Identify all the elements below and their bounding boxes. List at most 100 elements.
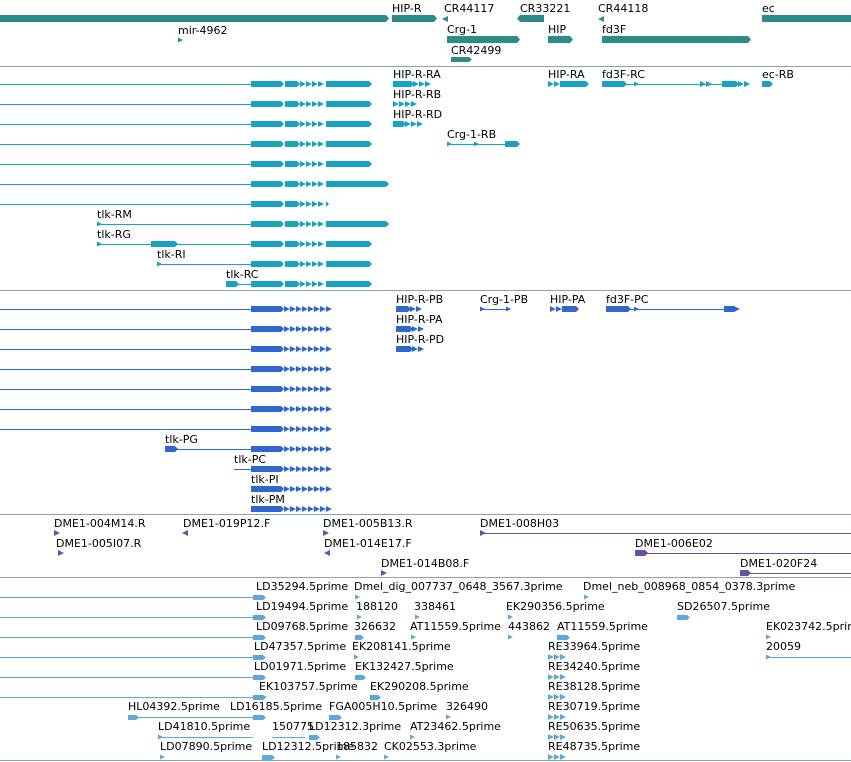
exon-block[interactable] <box>520 15 544 22</box>
exon-block[interactable] <box>447 36 517 43</box>
exon-block[interactable] <box>251 466 281 472</box>
est-track[interactable]: LD35294.5prime Dmel_dig_007737_0648_3567.… <box>0 580 851 760</box>
exon-block[interactable] <box>253 595 263 600</box>
exon-block[interactable] <box>251 241 281 247</box>
exon-block[interactable] <box>396 326 410 332</box>
exon-block[interactable] <box>251 181 281 187</box>
exon-block[interactable] <box>165 446 175 452</box>
cds-track[interactable]: tlk-PG tlk-PC tlk-PI tlk-PM HIP-R-PB HIP-R-PA… <box>0 293 740 512</box>
exon-block[interactable] <box>355 635 361 640</box>
exon-block[interactable] <box>355 675 363 680</box>
exon-block[interactable] <box>396 306 408 312</box>
exon-block[interactable] <box>128 715 136 720</box>
exon-block[interactable] <box>326 281 369 287</box>
exon-block[interactable] <box>393 81 411 87</box>
strand-arrow <box>308 346 314 352</box>
exon-block[interactable] <box>557 635 567 640</box>
strand-arrow <box>326 201 329 207</box>
exon-block[interactable] <box>251 386 281 392</box>
exon-block[interactable] <box>285 141 297 147</box>
exon-block[interactable] <box>251 161 281 167</box>
strand-arrow <box>339 715 342 720</box>
exon-block[interactable] <box>722 81 736 87</box>
exon-block[interactable] <box>451 57 469 62</box>
exon-block[interactable] <box>285 101 297 107</box>
exon-block[interactable] <box>285 261 297 267</box>
exon-block[interactable] <box>309 735 317 740</box>
exon-block[interactable] <box>251 506 281 512</box>
exon-block[interactable] <box>329 715 339 720</box>
exon-block[interactable] <box>151 241 175 247</box>
exon-block[interactable] <box>326 221 386 227</box>
exon-block[interactable] <box>251 281 281 287</box>
exon-block[interactable] <box>251 326 281 332</box>
exon-block[interactable] <box>370 695 378 700</box>
exon-block[interactable] <box>635 550 645 556</box>
exon-block[interactable] <box>251 366 281 372</box>
clone-track[interactable]: DME1-004M14.R DME1-005I07.R DME1-019P12.F D… <box>54 517 851 576</box>
exon-block[interactable] <box>251 201 281 207</box>
exon-block[interactable] <box>0 15 386 22</box>
strand-arrow <box>312 161 318 167</box>
exon-block[interactable] <box>251 81 281 87</box>
exon-block[interactable] <box>253 635 263 640</box>
exon-block[interactable] <box>285 201 297 207</box>
exon-block[interactable] <box>253 675 263 680</box>
exon-block[interactable] <box>251 261 281 267</box>
exon-block[interactable] <box>762 15 851 22</box>
exon-block[interactable] <box>562 306 576 312</box>
exon-block[interactable] <box>251 101 281 107</box>
strand-arrow <box>560 674 566 680</box>
exon-block[interactable] <box>326 121 369 127</box>
strand-arrow <box>318 281 324 287</box>
exon-block[interactable] <box>602 81 624 87</box>
exon-block[interactable] <box>326 241 369 247</box>
exon-block[interactable] <box>393 121 403 127</box>
exon-block[interactable] <box>253 695 263 700</box>
exon-block[interactable] <box>392 15 434 22</box>
exon-block[interactable] <box>251 406 281 412</box>
exon-block[interactable] <box>505 141 517 147</box>
exon-block[interactable] <box>548 36 570 43</box>
exon-block[interactable] <box>602 36 748 43</box>
strand-arrow <box>281 121 284 127</box>
exon-block[interactable] <box>326 261 369 267</box>
exon-block[interactable] <box>251 141 281 147</box>
exon-block[interactable] <box>396 346 410 352</box>
exon-block[interactable] <box>285 221 297 227</box>
gene-track[interactable]: mir-4962 HIP-R CR44117 Crg-1 CR42499 CR33221 H… <box>0 2 851 62</box>
exon-block[interactable] <box>285 181 297 187</box>
exon-block[interactable] <box>724 306 734 312</box>
exon-block[interactable] <box>251 446 281 452</box>
exon-block[interactable] <box>253 655 263 660</box>
exon-block[interactable] <box>226 281 236 287</box>
strand-arrow <box>318 141 324 147</box>
exon-block[interactable] <box>285 81 297 87</box>
exon-block[interactable] <box>253 615 263 620</box>
exon-block[interactable] <box>251 306 281 312</box>
exon-block[interactable] <box>326 181 386 187</box>
exon-block[interactable] <box>326 161 369 167</box>
exon-block[interactable] <box>251 486 281 492</box>
exon-block[interactable] <box>285 121 297 127</box>
exon-block[interactable] <box>253 715 263 720</box>
exon-block[interactable] <box>285 161 297 167</box>
exon-block[interactable] <box>251 121 281 127</box>
exon-block[interactable] <box>285 281 297 287</box>
exon-block[interactable] <box>251 221 281 227</box>
transcript-track[interactable]: tlk-RM tlk-RG tlk-RI tlk-RC HIP-R-RA HIP-R-RB… <box>0 68 794 287</box>
exon-block[interactable] <box>262 755 272 760</box>
exon-block[interactable] <box>251 346 281 352</box>
strand-arrow <box>281 346 284 352</box>
strand-arrow <box>54 530 60 536</box>
exon-block[interactable] <box>285 241 297 247</box>
exon-block[interactable] <box>326 101 369 107</box>
exon-block[interactable] <box>762 81 770 87</box>
exon-block[interactable] <box>606 306 628 312</box>
exon-block[interactable] <box>677 615 687 620</box>
exon-block[interactable] <box>326 81 369 87</box>
exon-block[interactable] <box>560 81 586 87</box>
exon-block[interactable] <box>251 426 281 432</box>
exon-block[interactable] <box>326 141 369 147</box>
exon-block[interactable] <box>740 570 748 576</box>
